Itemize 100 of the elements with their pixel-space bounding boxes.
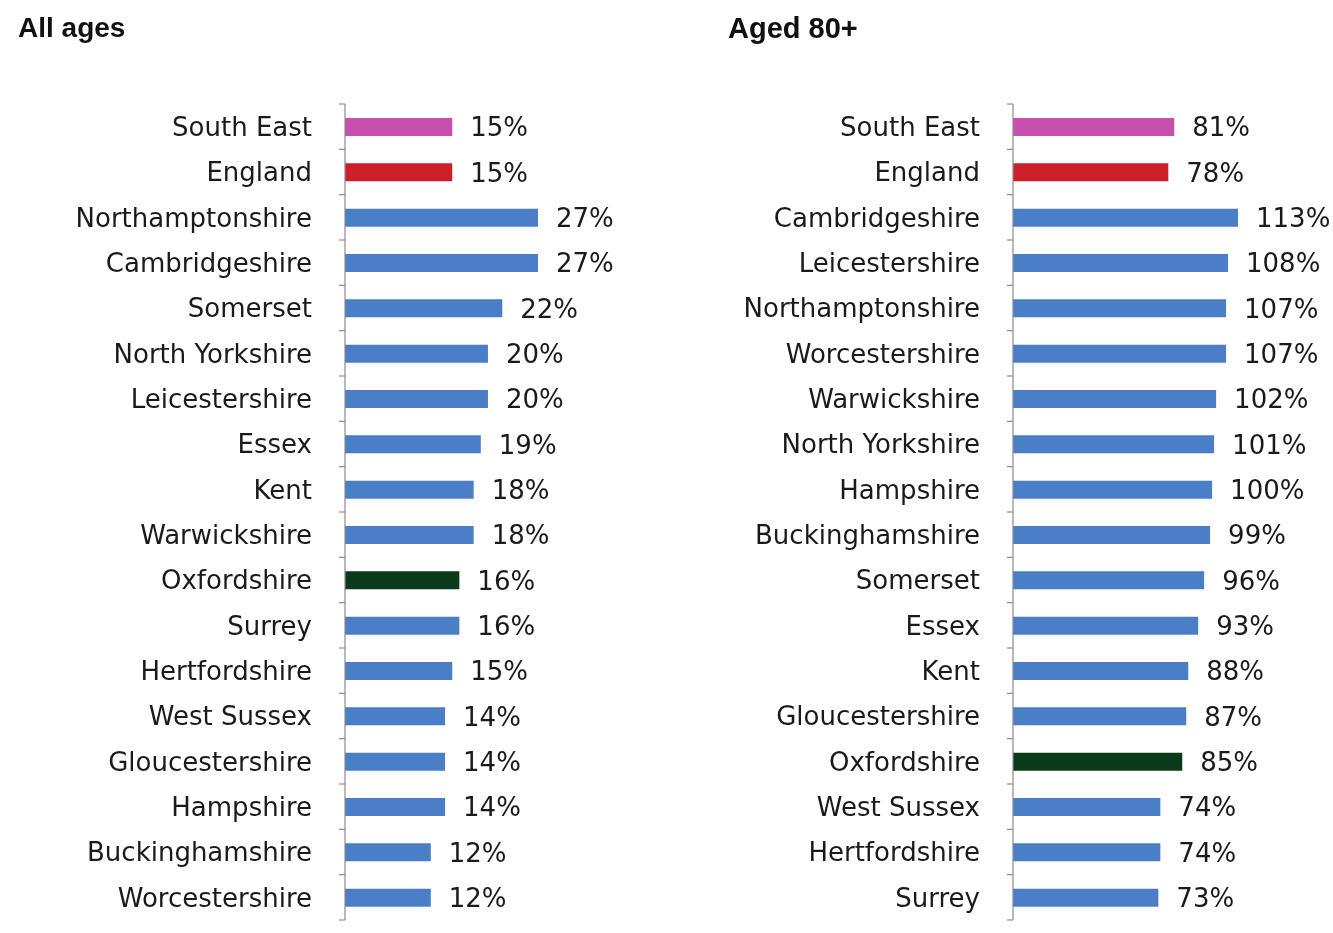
data-label: 27% — [556, 202, 614, 233]
y-tick-label: Hampshire — [171, 792, 312, 823]
data-label: 18% — [491, 520, 550, 551]
data-label: 20% — [505, 338, 564, 369]
data-label: 14% — [463, 701, 521, 732]
y-tick-label: Hertfordshire — [808, 837, 980, 868]
bar — [1013, 798, 1161, 816]
data-label: 19% — [498, 429, 557, 460]
y-tick-label: Northamptonshire — [743, 293, 980, 324]
y-tick-label: West Sussex — [148, 701, 312, 732]
data-label: 16% — [477, 610, 536, 641]
data-label: 22% — [520, 293, 579, 324]
y-tick-label: North Yorkshire — [113, 338, 312, 369]
data-label: 113% — [1256, 202, 1331, 233]
bar — [1013, 707, 1187, 726]
bar — [345, 299, 503, 318]
y-tick-label: England — [206, 157, 312, 188]
data-label: 101% — [1232, 429, 1307, 460]
bar — [345, 344, 488, 363]
y-tick-label: Buckinghamshire — [87, 837, 312, 868]
data-label: 99% — [1228, 520, 1286, 551]
y-tick-label: Somerset — [855, 565, 980, 596]
y-tick-label: Leicestershire — [798, 248, 980, 279]
bar — [1013, 571, 1205, 590]
bar — [1013, 299, 1227, 318]
data-label: 107% — [1244, 338, 1319, 369]
bar — [1013, 480, 1213, 499]
data-label: 74% — [1178, 792, 1237, 823]
bar — [1013, 390, 1217, 408]
y-tick-label: Hertfordshire — [140, 656, 312, 687]
y-tick-label: Leicestershire — [130, 384, 312, 415]
y-tick-label: Gloucestershire — [776, 701, 980, 732]
bar — [345, 208, 538, 227]
y-tick-label: England — [874, 157, 980, 188]
y-tick-label: Oxfordshire — [828, 746, 980, 777]
bar — [345, 752, 446, 771]
data-label: 14% — [463, 746, 521, 777]
bar — [345, 798, 446, 816]
bar — [1013, 344, 1227, 363]
data-label: 20% — [505, 384, 564, 415]
bar — [1013, 616, 1199, 635]
bar — [1013, 208, 1238, 227]
bar — [1013, 254, 1229, 272]
bar — [1013, 118, 1175, 136]
y-tick-label: Cambridgeshire — [105, 248, 312, 279]
data-label: 74% — [1178, 837, 1237, 868]
y-tick-label: North Yorkshire — [781, 429, 980, 460]
data-label: 15% — [470, 157, 529, 188]
text: All ages — [18, 12, 126, 44]
data-label: 96% — [1222, 565, 1280, 596]
data-label: 88% — [1206, 656, 1265, 687]
bar — [345, 390, 488, 408]
y-tick-label: Essex — [237, 429, 312, 460]
bar — [1013, 435, 1215, 454]
bar — [345, 616, 460, 635]
y-tick-label: Oxfordshire — [160, 565, 312, 596]
bar — [345, 118, 453, 136]
data-label: 73% — [1176, 882, 1235, 913]
bar — [345, 254, 538, 272]
y-tick-label: Surrey — [895, 882, 980, 913]
bar — [1013, 843, 1161, 862]
bar — [345, 707, 446, 726]
bar — [345, 435, 481, 454]
data-label: 12% — [448, 837, 507, 868]
bar — [345, 571, 460, 590]
data-label: 27% — [556, 248, 614, 279]
data-label: 107% — [1244, 293, 1319, 324]
data-label: 12% — [448, 882, 507, 913]
y-tick-label: Northamptonshire — [75, 202, 312, 233]
y-tick-label: Hampshire — [839, 474, 980, 505]
y-tick-label: Warwickshire — [808, 384, 980, 415]
y-tick-label: Gloucestershire — [108, 746, 312, 777]
y-tick-label: Warwickshire — [140, 520, 312, 551]
y-tick-label: Kent — [921, 656, 980, 687]
data-label: 81% — [1192, 112, 1251, 143]
bar — [1013, 752, 1183, 771]
data-label: 78% — [1186, 157, 1245, 188]
data-label: 16% — [477, 565, 536, 596]
y-tick-label: Kent — [253, 474, 312, 505]
y-tick-label: Somerset — [187, 293, 312, 324]
bar — [345, 480, 474, 499]
y-tick-label: West Sussex — [816, 792, 980, 823]
y-tick-label: Surrey — [227, 610, 312, 641]
data-label: 100% — [1230, 474, 1305, 505]
y-tick-label: Essex — [905, 610, 980, 641]
bar — [345, 662, 453, 680]
data-label: 15% — [470, 656, 529, 687]
data-label: 18% — [491, 474, 550, 505]
bar — [1013, 526, 1211, 544]
chart-title: Aged 80+ — [728, 12, 858, 45]
y-tick-label: Worcestershire — [117, 882, 312, 913]
data-label: 15% — [470, 112, 529, 143]
bar — [1013, 888, 1159, 907]
data-label: 87% — [1204, 701, 1263, 732]
bar — [1013, 662, 1189, 680]
bar — [345, 163, 453, 182]
data-label: 102% — [1234, 384, 1309, 415]
data-label: 108% — [1246, 248, 1321, 279]
data-label: 85% — [1200, 746, 1259, 777]
bar — [345, 888, 431, 907]
